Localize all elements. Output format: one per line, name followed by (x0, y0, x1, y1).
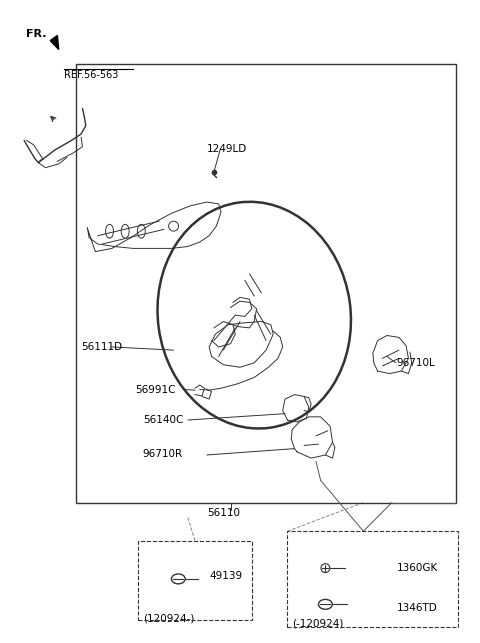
Text: 49139: 49139 (209, 571, 242, 581)
Text: FR.: FR. (25, 29, 46, 39)
Text: 56110: 56110 (207, 509, 240, 518)
Bar (288, 531, 458, 626)
Text: 1249LD: 1249LD (207, 143, 247, 154)
Polygon shape (50, 35, 59, 50)
Text: (120924-): (120924-) (143, 614, 194, 624)
Text: 1360GK: 1360GK (396, 563, 438, 573)
Text: 96710R: 96710R (143, 449, 183, 458)
Text: 56991C: 56991C (136, 385, 176, 395)
Text: (-120924): (-120924) (292, 619, 344, 629)
Text: 1346TD: 1346TD (396, 602, 437, 613)
Text: REF.56-563: REF.56-563 (64, 70, 119, 80)
Bar (138, 541, 252, 620)
Text: 56111D: 56111D (81, 342, 122, 352)
Bar (76, 64, 456, 503)
Text: 56140C: 56140C (143, 415, 183, 425)
Text: 96710L: 96710L (396, 358, 435, 368)
